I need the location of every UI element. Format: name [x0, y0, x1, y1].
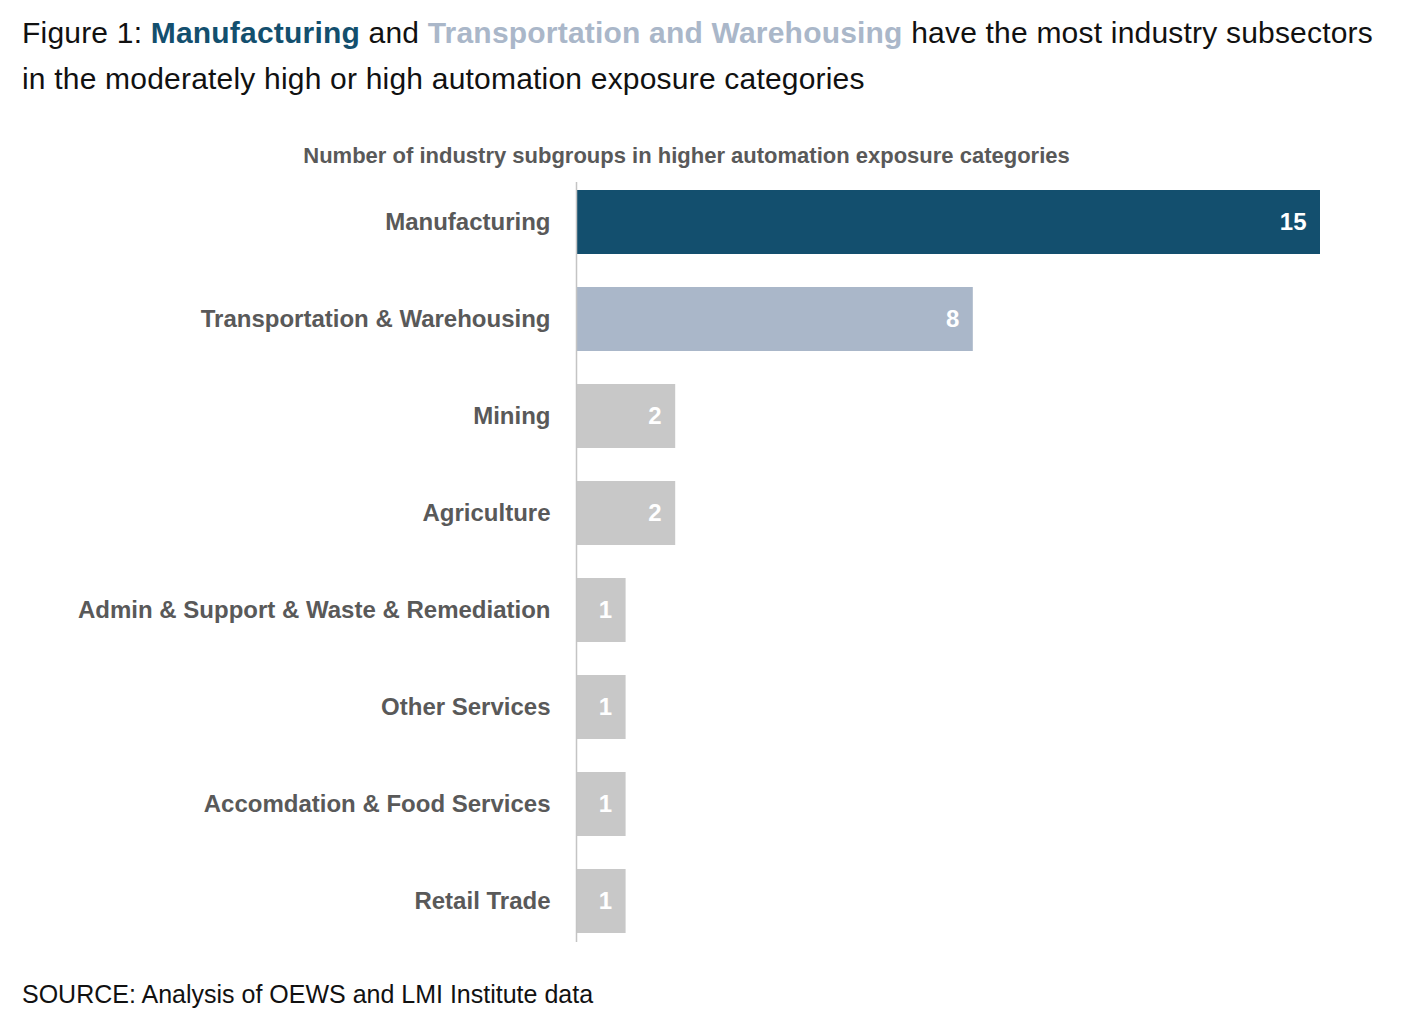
svg-text:15: 15	[1280, 208, 1307, 235]
svg-text:2: 2	[648, 402, 661, 429]
svg-text:Other Services: Other Services	[381, 693, 550, 720]
svg-text:Accomdation & Food Services: Accomdation & Food Services	[204, 790, 551, 817]
svg-text:2: 2	[648, 499, 661, 526]
html-text:SOURCE: Analysis of OEWS and L: SOURCE: Analysis of OEWS and LMI Institu…	[22, 980, 594, 1008]
svg-text:Retail Trade: Retail Trade	[414, 887, 550, 914]
html-text:Figure 1: Manufacturing and Tr: Figure 1: Manufacturing and Transportati…	[22, 16, 1373, 95]
svg-text:8: 8	[946, 305, 959, 332]
svg-text:Mining: Mining	[473, 402, 550, 429]
svg-text:Transportation & Warehousing: Transportation & Warehousing	[201, 305, 551, 332]
svg-text:1: 1	[599, 790, 612, 817]
svg-text:Agriculture: Agriculture	[422, 499, 550, 526]
html-text:Number of industry subgroups i: Number of industry subgroups in higher a…	[303, 143, 1070, 168]
svg-text:Admin & Support & Waste & Reme: Admin & Support & Waste & Remediation	[78, 596, 550, 623]
svg-text:Manufacturing: Manufacturing	[385, 208, 550, 235]
svg-text:1: 1	[599, 693, 612, 720]
svg-text:1: 1	[599, 596, 612, 623]
svg-text:1: 1	[599, 887, 612, 914]
